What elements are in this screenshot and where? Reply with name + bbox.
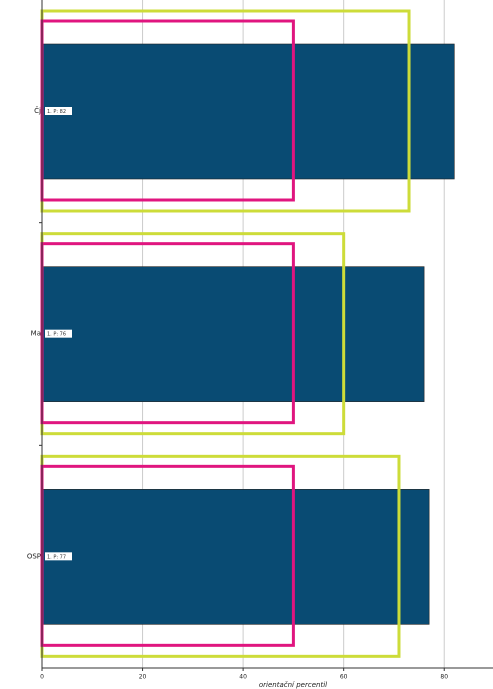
bar xyxy=(41,489,430,625)
x-tick-label: 20 xyxy=(139,674,147,681)
value-label: 1. P: 76 xyxy=(47,332,66,338)
category-label: Čj xyxy=(34,106,41,115)
category-label: OSP xyxy=(27,552,41,560)
x-tick-label: 80 xyxy=(440,674,448,681)
x-tick-label: 60 xyxy=(340,674,348,681)
x-tick-label: 40 xyxy=(239,674,247,681)
x-axis-title: orientační percentil xyxy=(259,681,327,689)
bar xyxy=(41,43,455,180)
value-label-box xyxy=(45,552,72,561)
x-tick-label: 0 xyxy=(40,674,44,681)
value-label: 1. P: 77 xyxy=(47,554,66,560)
bar xyxy=(41,266,425,402)
value-label: 1. P: 82 xyxy=(47,109,66,115)
category-label: Ma xyxy=(31,330,41,338)
value-label-box xyxy=(45,329,72,338)
value-label-box xyxy=(45,107,72,115)
